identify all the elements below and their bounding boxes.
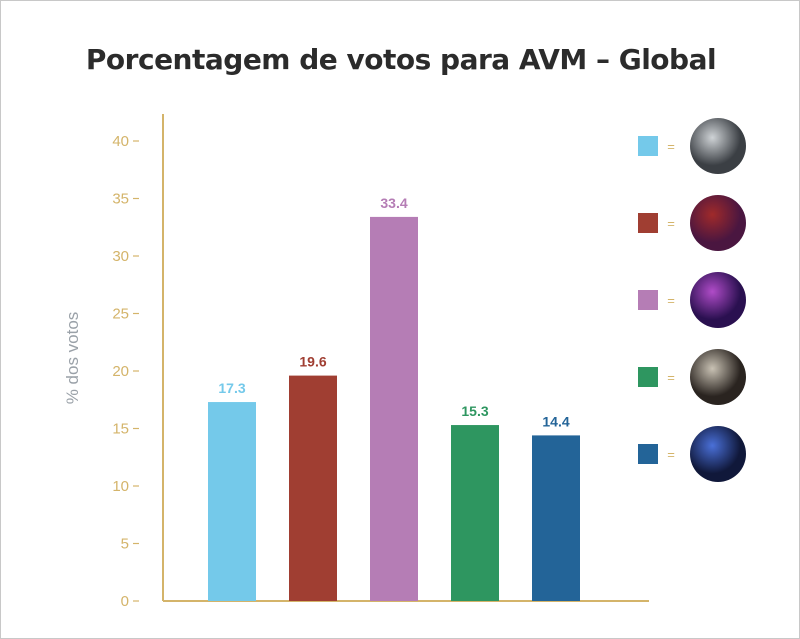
bar-champion-1 xyxy=(208,402,256,601)
y-tick-label: 10 xyxy=(112,478,129,495)
legend-swatch xyxy=(638,444,658,464)
data-label: 17.3 xyxy=(218,380,245,396)
legend-equals: = xyxy=(667,293,675,308)
legend-swatch xyxy=(638,136,658,156)
legend-equals: = xyxy=(667,216,675,231)
bar-champion-4 xyxy=(451,425,499,601)
y-tick-label: 5 xyxy=(121,536,129,553)
chart-title: Porcentagem de votos para AVM – Global xyxy=(85,43,717,76)
y-tick-label: 35 xyxy=(112,191,129,208)
champion-portrait-blue-armored-icon xyxy=(690,426,746,482)
y-tick-label: 30 xyxy=(112,248,129,265)
y-tick-label: 40 xyxy=(112,133,129,150)
legend-equals: = xyxy=(667,370,675,385)
data-label: 14.4 xyxy=(542,413,569,429)
legend-equals: = xyxy=(667,139,675,154)
legend-equals: = xyxy=(667,447,675,462)
data-label: 15.3 xyxy=(461,403,488,419)
champion-portrait-purple-horned-icon xyxy=(690,195,746,251)
y-tick-label: 25 xyxy=(112,306,129,323)
y-tick-label: 20 xyxy=(112,363,129,380)
bar-champion-3 xyxy=(370,216,418,601)
y-tick-label: 0 xyxy=(121,593,129,610)
legend-swatch xyxy=(638,290,658,310)
legend-swatch xyxy=(638,367,658,387)
legend-swatch xyxy=(638,213,658,233)
bar-champion-5 xyxy=(532,435,580,601)
y-tick-label: 15 xyxy=(112,421,129,438)
champion-portrait-purple-creature-icon xyxy=(690,272,746,328)
bar-champion-2 xyxy=(289,375,337,601)
y-axis-label: % dos votos xyxy=(63,312,82,405)
data-label: 33.4 xyxy=(380,195,407,211)
champion-portrait-skull-mask-icon xyxy=(690,349,746,405)
data-label: 19.6 xyxy=(299,354,326,370)
champion-portrait-armored-helmet-icon xyxy=(690,118,746,174)
